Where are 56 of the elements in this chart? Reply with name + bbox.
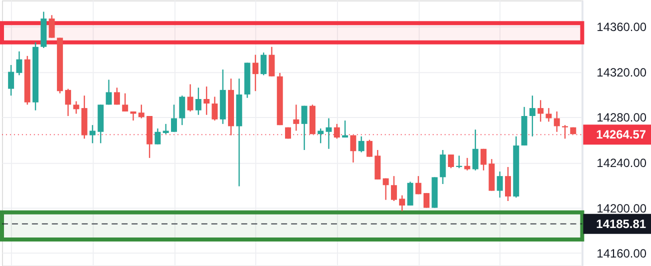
candlestick (195, 87, 202, 116)
y-tick-label: 14320.00 (596, 65, 647, 80)
candlestick (318, 128, 324, 144)
candlestick (529, 95, 536, 137)
candlestick (187, 84, 194, 112)
candlestick (504, 166, 511, 202)
candlestick (170, 104, 177, 132)
candlestick (301, 105, 308, 151)
candlestick (73, 100, 80, 114)
candlestick (48, 14, 55, 38)
candlestick (334, 123, 340, 140)
y-tick-label: 14200.00 (596, 201, 647, 216)
candlestick (538, 100, 544, 122)
candlestick (138, 104, 144, 119)
candlestick (546, 107, 552, 122)
candlestick (554, 110, 560, 132)
candlestick (122, 92, 128, 112)
candlestick (179, 95, 186, 126)
candlestick (358, 136, 364, 153)
candlestick (106, 79, 112, 106)
candlestick (90, 124, 96, 144)
candlestick (8, 64, 14, 96)
candlestick (472, 129, 478, 171)
candlestick (424, 192, 430, 208)
ref-line-label: 14185.81 (596, 216, 646, 231)
candlestick (440, 149, 446, 185)
candlestick (407, 181, 414, 206)
candlestick (252, 54, 258, 92)
ref-line-label: 14264.57 (596, 128, 646, 142)
candlestick (374, 149, 381, 180)
candlestick (204, 86, 210, 116)
candlestick (212, 96, 218, 122)
candlestick (293, 104, 300, 132)
candlestick (399, 194, 406, 212)
candlestick (480, 148, 487, 171)
candlestick (350, 134, 356, 164)
candlestick (366, 139, 372, 158)
candlestick (326, 118, 332, 150)
y-tick-label: 14240.00 (596, 156, 647, 170)
y-tick-label: 14280.00 (596, 110, 647, 125)
candlestick (268, 46, 275, 77)
y-tick-label: 14160.00 (596, 246, 647, 261)
candlestick (382, 178, 389, 200)
candlestick (562, 124, 568, 140)
candlestick (65, 88, 72, 117)
y-tick-label: 14360.00 (596, 20, 647, 34)
candlestick (415, 175, 422, 195)
candlestick (390, 175, 397, 202)
candlestick (464, 157, 470, 171)
candlestick (154, 128, 161, 145)
candlestick (114, 87, 120, 106)
candlestick (448, 154, 454, 169)
candlestick (496, 170, 503, 198)
candlestick (162, 123, 169, 135)
candlestick (16, 50, 22, 76)
candlestick (260, 52, 267, 76)
